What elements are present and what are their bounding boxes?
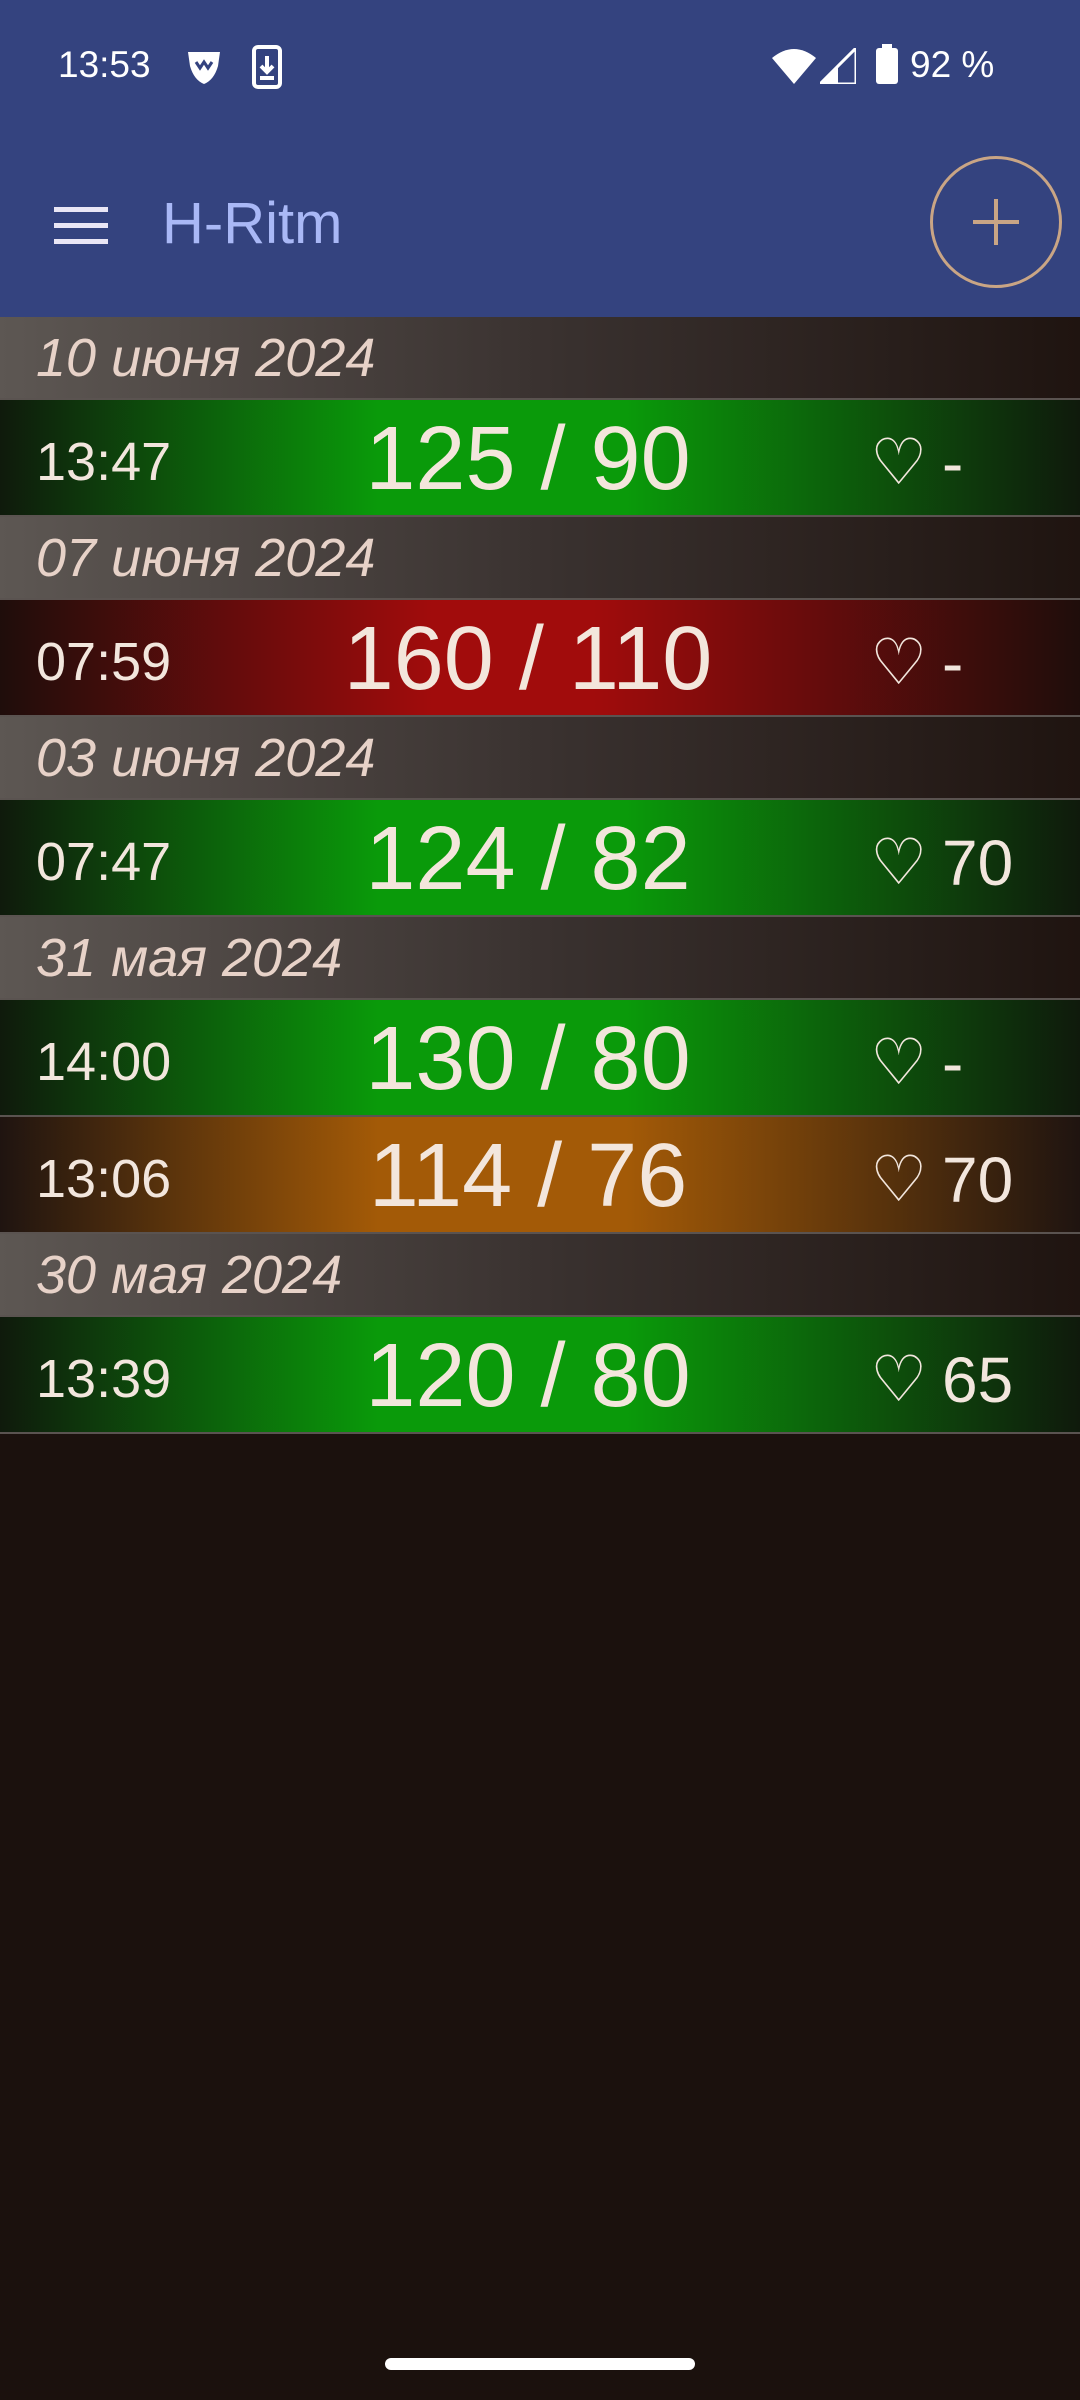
date-label: 30 мая 2024 [36,1245,343,1305]
date-header: 30 мая 2024 [0,1234,1080,1317]
heart-icon: ♡ [870,826,928,900]
blood-pressure-value: 124 / 82 [365,809,691,909]
battery-icon [876,44,898,88]
measurement-row[interactable]: 07:47 124 / 82 ♡ 70 [0,800,1080,917]
blood-pressure-value: 160 / 110 [343,609,713,709]
measurement-time: 07:59 [36,632,172,692]
measurement-time: 13:47 [36,432,172,492]
pulse-value: 70 [942,827,1014,899]
pulse-value: 70 [942,1144,1014,1216]
blood-pressure-value: 114 / 76 [368,1126,688,1226]
pulse-value: 65 [942,1344,1014,1416]
measurement-row[interactable]: 07:59 160 / 110 ♡ - [0,600,1080,717]
measurement-row[interactable]: 13:47 125 / 90 ♡ - [0,400,1080,517]
date-header: 07 июня 2024 [0,517,1080,600]
cellular-signal-icon [816,44,858,88]
date-label: 07 июня 2024 [36,528,376,588]
add-measurement-button[interactable] [930,156,1062,288]
measurement-time: 14:00 [36,1032,172,1092]
measurement-row[interactable]: 14:00 130 / 80 ♡ - [0,1000,1080,1117]
measurement-row[interactable]: 13:06 114 / 76 ♡ 70 [0,1117,1080,1234]
date-label: 10 июня 2024 [36,328,376,388]
plus-icon [973,199,1019,245]
heart-icon: ♡ [870,1026,928,1100]
heart-icon: ♡ [870,426,928,500]
date-header: 31 мая 2024 [0,917,1080,1000]
pulse-value: - [942,427,964,499]
date-label: 31 мая 2024 [36,928,343,988]
date-header: 10 июня 2024 [0,317,1080,400]
hamburger-menu-icon[interactable] [54,207,108,245]
blood-pressure-value: 125 / 90 [365,409,691,509]
blood-pressure-value: 120 / 80 [365,1326,691,1426]
status-bar: 13:53 [0,0,1080,132]
pulse-value: - [942,1027,964,1099]
shield-app-icon [184,48,224,90]
measurement-row[interactable]: 13:39 120 / 80 ♡ 65 [0,1317,1080,1434]
navigation-handle[interactable] [385,2358,695,2370]
download-notification-icon [252,45,282,93]
app-title: H-Ritm [162,191,343,256]
status-time: 13:53 [58,44,151,85]
date-header: 03 июня 2024 [0,717,1080,800]
battery-percent: 92 % [910,44,995,85]
measurement-time: 07:47 [36,832,172,892]
heart-icon: ♡ [870,626,928,700]
measurement-list: 10 июня 2024 13:47 125 / 90 ♡ -07 июня 2024 0… [0,317,1080,1434]
measurement-time: 13:39 [36,1349,172,1409]
measurement-time: 13:06 [36,1149,172,1209]
heart-icon: ♡ [870,1343,928,1417]
app-bar: 13:53 [0,0,1080,317]
date-label: 03 июня 2024 [36,728,376,788]
pulse-value: - [942,627,964,699]
heart-icon: ♡ [870,1143,928,1217]
wifi-icon [772,48,816,88]
blood-pressure-value: 130 / 80 [365,1009,691,1109]
